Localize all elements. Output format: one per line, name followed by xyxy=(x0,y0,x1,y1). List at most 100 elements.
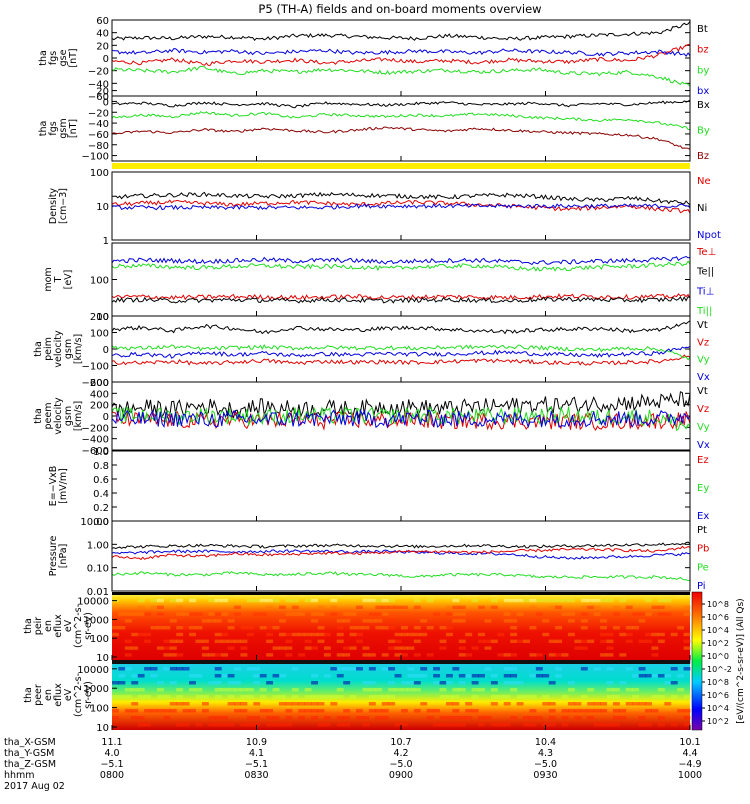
y-tick-label: 100 xyxy=(90,168,109,179)
spectrogram-cell xyxy=(317,626,325,630)
spectrogram-cell xyxy=(375,626,383,630)
yellow-separator-bar xyxy=(112,163,690,169)
spectrogram-cell xyxy=(131,716,139,720)
spectrogram-cell xyxy=(208,612,216,616)
spectrogram-cell xyxy=(439,681,447,685)
spectrogram-cell xyxy=(484,716,492,720)
spectrogram-cell xyxy=(368,695,376,699)
x-row-label: hhmm xyxy=(4,770,35,781)
spectrogram-cell xyxy=(651,709,659,713)
spectrogram-cell xyxy=(523,716,530,720)
spectrogram-cell xyxy=(253,681,261,685)
spectrogram-cell xyxy=(555,619,563,623)
x-row-value: 4.0 xyxy=(104,748,119,759)
spectrogram-cell xyxy=(163,639,171,643)
spectrogram-cell xyxy=(272,674,280,678)
spectrogram-cell xyxy=(368,612,376,616)
legend-entry: Bx xyxy=(697,100,710,111)
spectrogram-cell xyxy=(638,716,646,720)
spectrogram-cell xyxy=(529,709,537,713)
y-axis-label-line: [km/s] xyxy=(73,401,84,431)
spectrogram-cell xyxy=(156,598,164,603)
spectrogram-cell xyxy=(221,716,229,720)
spectrogram-cell xyxy=(587,709,595,713)
series-line-pressure xyxy=(112,541,690,550)
spectrogram-cell xyxy=(612,709,620,713)
spectrogram-cell xyxy=(156,619,164,623)
spectrogram-cell xyxy=(208,619,216,623)
spectrogram-cell xyxy=(420,674,428,678)
spectrogram-cell xyxy=(426,716,434,720)
spectrogram-cell xyxy=(619,653,627,657)
legend-entry: Vx xyxy=(697,440,710,451)
spectrogram-cell xyxy=(112,619,119,623)
spectrogram-cell xyxy=(189,681,196,685)
x-row-value: 10.4 xyxy=(535,737,556,748)
y-tick-label: 0.4 xyxy=(93,489,109,500)
spectrogram-cell xyxy=(651,695,659,699)
spectrogram-cell xyxy=(311,619,319,623)
spectrogram-cell xyxy=(445,716,453,720)
spectrogram-cell xyxy=(542,723,550,727)
spectrogram-cell xyxy=(433,681,441,685)
spectrogram-cell xyxy=(291,695,299,699)
spectrogram-cell xyxy=(503,619,511,623)
spectrogram-cell xyxy=(619,619,627,623)
legend-entry: Pt xyxy=(697,525,707,536)
spectrogram-cell xyxy=(567,681,575,685)
spectrogram-cell xyxy=(670,681,678,685)
spectrogram-cell xyxy=(304,639,312,643)
spectrogram-cell xyxy=(683,605,691,609)
spectrogram-cell xyxy=(343,619,351,623)
spectrogram-cell xyxy=(555,667,563,671)
spectrogram-cell xyxy=(259,626,267,630)
spectrogram-cell xyxy=(413,688,421,692)
legend-entry: Pi xyxy=(697,581,706,592)
spectrogram-cell xyxy=(343,709,351,713)
spectrogram-cell xyxy=(426,653,434,657)
spectrogram-cell xyxy=(388,681,396,685)
spectrogram-cell xyxy=(612,612,620,616)
spectrogram-cell xyxy=(234,709,241,713)
spectrogram-cell xyxy=(529,619,537,623)
spectrogram-cell xyxy=(600,723,608,727)
spectrogram-cell xyxy=(420,667,428,671)
spectrogram-cell xyxy=(670,667,678,671)
spectrogram-cell xyxy=(516,612,524,616)
spectrogram-cell xyxy=(465,632,473,637)
spectrogram-cell xyxy=(131,632,139,637)
x-row-value: 4.4 xyxy=(682,748,697,759)
y-axis-label-line: eflux xyxy=(53,614,64,638)
spectrogram-cell xyxy=(388,598,396,603)
spectrogram-cell xyxy=(311,702,319,706)
spectrogram-cell xyxy=(311,632,319,637)
spectrogram-cell xyxy=(606,639,614,643)
spectrogram-cell xyxy=(478,716,485,720)
x-axis-annotation: tha_X-GSM 11.1 10.9 10.7 10.4 10.1 tha_Y-GSM 4.… xyxy=(4,737,702,792)
spectrogram-cell xyxy=(458,688,466,692)
y-tick-label: −20 xyxy=(88,108,109,119)
spectrogram-cell xyxy=(343,646,351,650)
spectrogram-cell xyxy=(375,605,383,609)
spectrogram-cell xyxy=(625,632,633,637)
spectrogram-cell xyxy=(368,619,376,623)
spectrogram-cell xyxy=(375,619,383,623)
x-row-label: tha_Z-GSM xyxy=(4,759,56,770)
spectrogram-cell xyxy=(394,632,402,637)
spectrogram-cell xyxy=(452,688,460,692)
spectrogram-cell xyxy=(683,632,691,637)
spectrogram-cell xyxy=(176,723,184,727)
spectrogram-cell xyxy=(195,695,203,699)
spectrogram-cell xyxy=(458,653,466,657)
x-row-value: 10.9 xyxy=(246,737,267,748)
spectrogram-cell xyxy=(311,612,319,616)
spectrogram-cell xyxy=(375,716,383,720)
spectrogram-cell xyxy=(490,681,498,685)
spectrogram-cell xyxy=(381,716,389,720)
spectrogram-cell xyxy=(317,612,325,616)
spectrogram-cell xyxy=(593,667,601,671)
spectrogram-cell xyxy=(677,688,685,692)
y-axis-label-line: [nPa] xyxy=(58,544,69,569)
spectrogram-cell xyxy=(246,723,254,727)
y-axis-label: Density [cm−3] xyxy=(48,188,69,224)
